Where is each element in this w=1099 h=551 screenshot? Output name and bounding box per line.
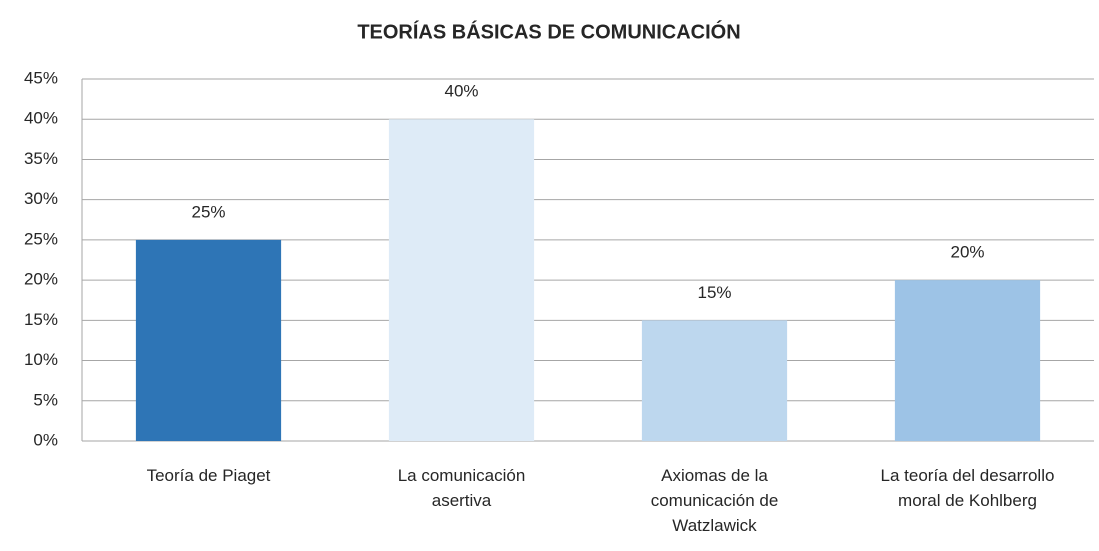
bar bbox=[135, 239, 282, 441]
y-tick-label: 30% bbox=[24, 189, 58, 208]
chart-title: TEORÍAS BÁSICAS DE COMUNICACIÓN bbox=[357, 19, 740, 43]
y-tick-label: 40% bbox=[24, 109, 58, 128]
y-tick-label: 25% bbox=[24, 229, 58, 248]
y-tick-label: 15% bbox=[24, 310, 58, 329]
x-tick-label: Teoría de Piaget bbox=[146, 466, 271, 485]
data-label: 15% bbox=[697, 283, 731, 302]
data-label: 20% bbox=[950, 243, 984, 262]
x-tick-label: La comunicación asertiva bbox=[397, 466, 526, 510]
y-tick-label: 45% bbox=[24, 68, 58, 87]
bar bbox=[641, 320, 788, 441]
x-tick-label: La teoría del desarrollo moral de Kohlbe… bbox=[880, 466, 1055, 510]
data-label: 25% bbox=[191, 202, 225, 221]
y-tick-label: 10% bbox=[24, 350, 58, 369]
bar bbox=[894, 280, 1041, 441]
y-tick-label: 35% bbox=[24, 149, 58, 168]
y-tick-label: 0% bbox=[33, 430, 58, 449]
data-label: 40% bbox=[444, 82, 478, 101]
x-tick-label: Axiomas de la comunicación de Watzlawick bbox=[650, 466, 779, 535]
y-tick-label: 20% bbox=[24, 270, 58, 289]
y-tick-label: 5% bbox=[33, 390, 58, 409]
bar bbox=[388, 119, 535, 441]
